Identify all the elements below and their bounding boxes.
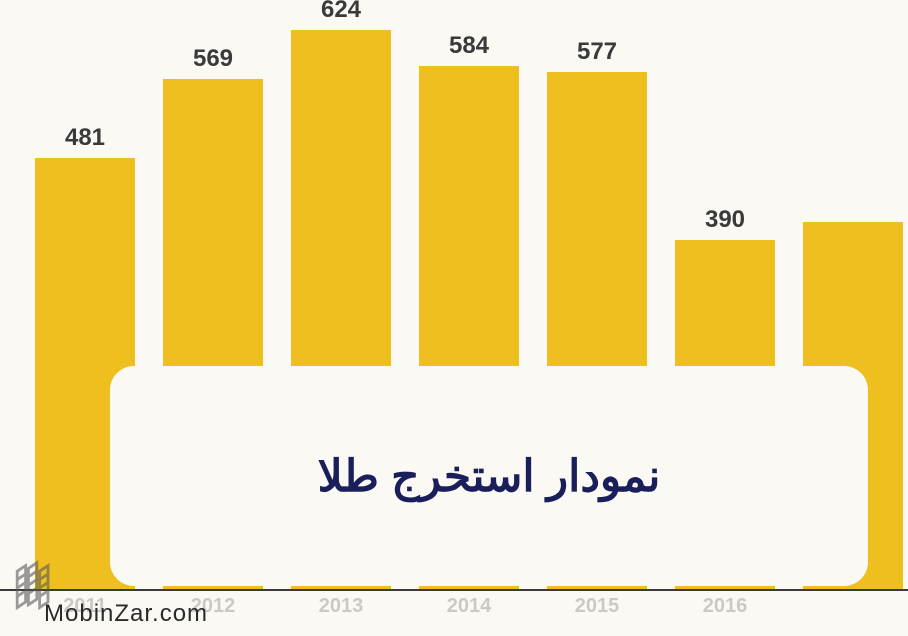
bar-value-label: 390	[705, 206, 745, 234]
bar-value-label: 577	[577, 38, 617, 66]
x-axis-label: 2013	[319, 595, 364, 618]
title-overlay: نمودار استخرج طلا	[110, 366, 868, 586]
bar-value-label: 569	[193, 45, 233, 73]
chart-title: نمودار استخرج طلا	[318, 451, 661, 502]
bar-value-label: 584	[449, 32, 489, 60]
x-axis-label: 2014	[447, 595, 492, 618]
watermark-text: MobinZar.com	[44, 600, 208, 628]
bar-value-label: 481	[65, 124, 105, 152]
x-axis-label: 2016	[703, 595, 748, 618]
x-axis-label: 2015	[575, 595, 620, 618]
bar-value-label: 624	[321, 0, 361, 24]
